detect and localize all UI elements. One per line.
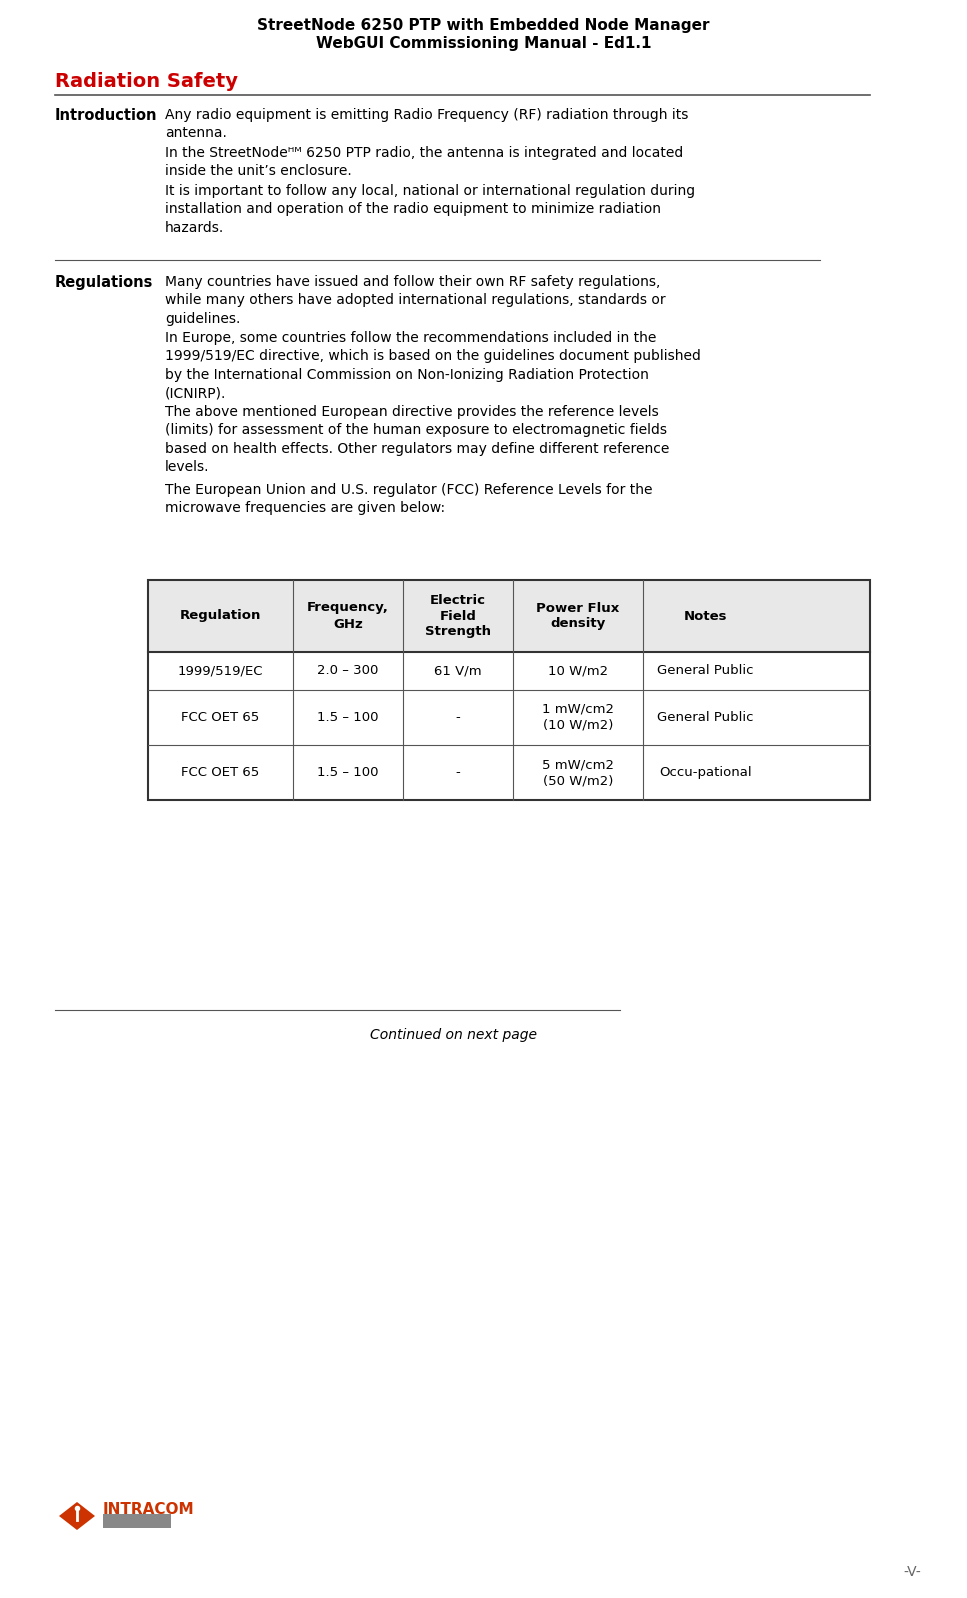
Text: Notes: Notes bbox=[684, 609, 727, 623]
Text: -: - bbox=[455, 711, 460, 724]
Text: 1 mW/cm2
(10 W/m2): 1 mW/cm2 (10 W/m2) bbox=[542, 703, 614, 732]
Text: Regulation: Regulation bbox=[180, 609, 261, 623]
Text: Introduction: Introduction bbox=[55, 109, 158, 123]
Text: WebGUI Commissioning Manual - Ed1.1: WebGUI Commissioning Manual - Ed1.1 bbox=[316, 37, 651, 51]
Polygon shape bbox=[59, 1502, 95, 1529]
Text: Many countries have issued and follow their own RF safety regulations,
while man: Many countries have issued and follow th… bbox=[165, 275, 665, 326]
FancyBboxPatch shape bbox=[148, 580, 870, 652]
Text: Frequency,
GHz: Frequency, GHz bbox=[308, 601, 389, 631]
Text: Continued on next page: Continued on next page bbox=[370, 1028, 537, 1042]
Text: In Europe, some countries follow the recommendations included in the
1999/519/EC: In Europe, some countries follow the rec… bbox=[165, 331, 701, 400]
Text: Any radio equipment is emitting Radio Frequency (RF) radiation through its
anten: Any radio equipment is emitting Radio Fr… bbox=[165, 109, 689, 141]
Text: 5 mW/cm2
(50 W/m2): 5 mW/cm2 (50 W/m2) bbox=[542, 757, 614, 786]
Text: The above mentioned European directive provides the reference levels
(limits) fo: The above mentioned European directive p… bbox=[165, 404, 669, 475]
Text: -: - bbox=[455, 765, 460, 778]
Text: Power Flux
density: Power Flux density bbox=[537, 601, 620, 631]
FancyBboxPatch shape bbox=[103, 1513, 171, 1528]
Text: Radiation Safety: Radiation Safety bbox=[55, 72, 238, 91]
Text: In the StreetNodeᴴᴹ 6250 PTP radio, the antenna is integrated and located
inside: In the StreetNodeᴴᴹ 6250 PTP radio, the … bbox=[165, 145, 684, 179]
Text: INTRACOM: INTRACOM bbox=[103, 1502, 194, 1518]
Text: 61 V/m: 61 V/m bbox=[434, 665, 482, 678]
Text: 10 W/m2: 10 W/m2 bbox=[548, 665, 608, 678]
Text: 1999/519/EC: 1999/519/EC bbox=[178, 665, 263, 678]
Text: General Public: General Public bbox=[658, 665, 753, 678]
Text: 2.0 – 300: 2.0 – 300 bbox=[317, 665, 379, 678]
Text: FCC OET 65: FCC OET 65 bbox=[182, 765, 259, 778]
Text: TELECOM: TELECOM bbox=[111, 1531, 162, 1540]
Text: Regulations: Regulations bbox=[55, 275, 154, 289]
Text: Occu-pational: Occu-pational bbox=[659, 765, 751, 778]
Text: -V-: -V- bbox=[903, 1564, 921, 1579]
Text: StreetNode 6250 PTP with Embedded Node Manager: StreetNode 6250 PTP with Embedded Node M… bbox=[257, 18, 710, 34]
Text: FCC OET 65: FCC OET 65 bbox=[182, 711, 259, 724]
Text: 1.5 – 100: 1.5 – 100 bbox=[317, 711, 379, 724]
Text: 1.5 – 100: 1.5 – 100 bbox=[317, 765, 379, 778]
Text: Electric
Field
Strength: Electric Field Strength bbox=[425, 593, 491, 639]
Text: The European Union and U.S. regulator (FCC) Reference Levels for the
microwave f: The European Union and U.S. regulator (F… bbox=[165, 483, 653, 516]
Text: General Public: General Public bbox=[658, 711, 753, 724]
Text: It is important to follow any local, national or international regulation during: It is important to follow any local, nat… bbox=[165, 184, 695, 235]
